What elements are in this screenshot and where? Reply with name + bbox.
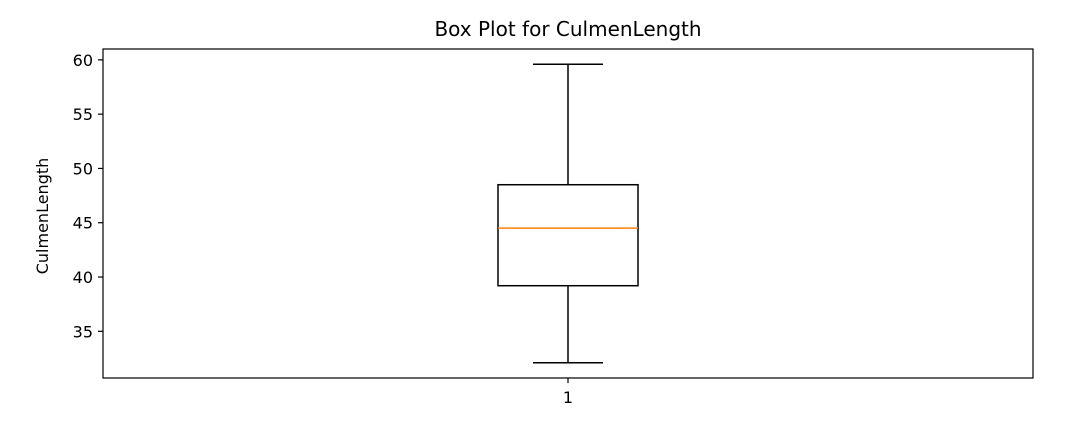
y-tick-label: 55	[73, 105, 93, 124]
plot-frame	[102, 48, 1034, 379]
y-tick-label: 50	[73, 159, 93, 178]
plot-area	[497, 63, 639, 364]
y-axis-label: CulmenLength	[33, 158, 52, 275]
chart-title: Box Plot for CulmenLength	[434, 17, 701, 41]
x-tick-label: 1	[563, 388, 573, 407]
y-tick-label: 40	[73, 268, 93, 287]
y-tick-label: 45	[73, 214, 93, 233]
y-tick-label: 35	[73, 322, 93, 341]
y-tick-label: 60	[73, 51, 93, 70]
interquartile-box	[497, 183, 639, 287]
y-axis-ticks: 35 40 45 50 55 60	[73, 51, 103, 341]
x-axis-ticks: 1	[563, 378, 573, 407]
